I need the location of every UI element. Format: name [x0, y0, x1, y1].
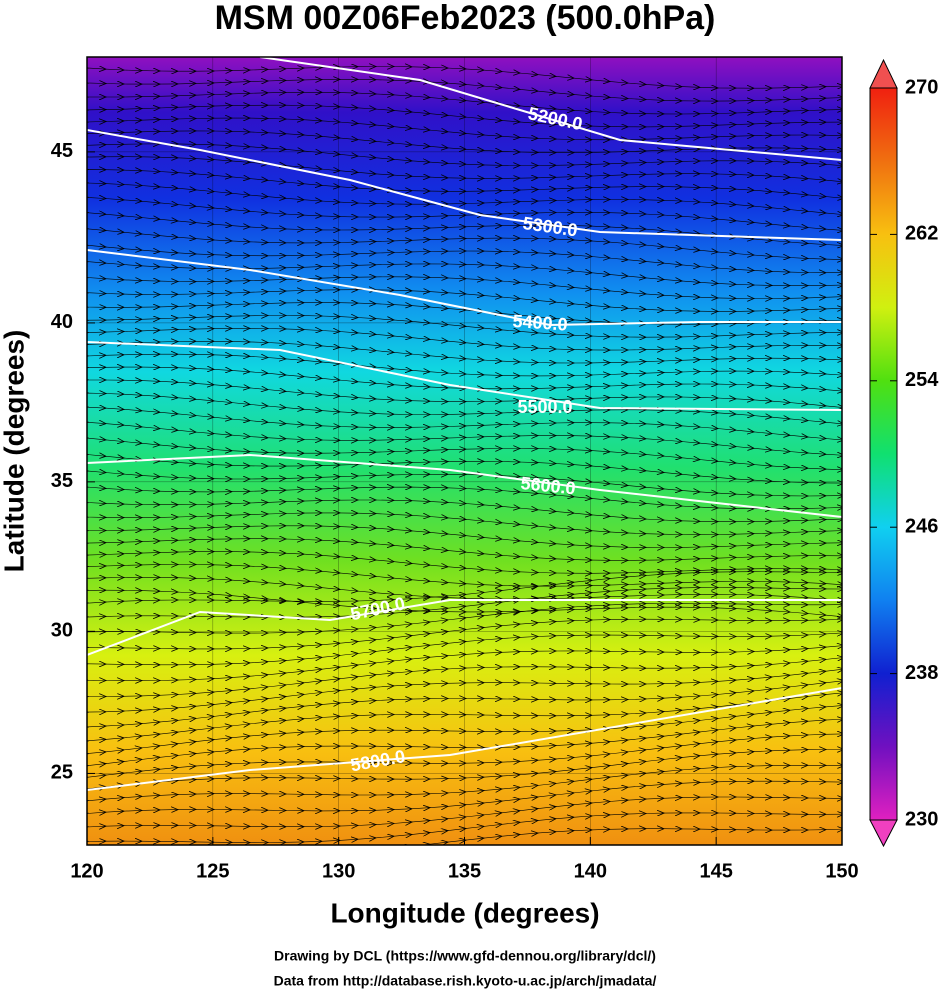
height-contours	[87, 57, 842, 791]
x-tick-label: 130	[322, 860, 355, 882]
contour-line	[87, 687, 842, 791]
chart-title: MSM 00Z06Feb2023 (500.0hPa)	[215, 0, 716, 37]
credit-line: Drawing by DCL (https://www.gfd-dennou.o…	[274, 948, 656, 964]
colorbar-min-extend	[869, 819, 898, 848]
colorbar-tick-label: 246	[905, 515, 938, 537]
y-tick-label: 35	[51, 470, 73, 492]
x-tick-label: 150	[825, 860, 858, 882]
contour-line	[87, 599, 842, 656]
y-tick-label: 25	[51, 762, 73, 784]
x-tick-label: 140	[574, 860, 607, 882]
colorbar-tick-label: 270	[905, 76, 938, 98]
y-tick-label: 30	[51, 620, 73, 642]
colorbar-max-extend	[869, 58, 898, 89]
x-tick-label: 135	[448, 860, 481, 882]
contour-line	[87, 341, 842, 411]
contour-label: 5500.0	[517, 397, 572, 417]
contour-line	[259, 57, 842, 161]
colorbar-tick-label: 238	[905, 662, 938, 684]
colorbar-tick-label: 230	[905, 808, 938, 830]
contour-label: 5400.0	[512, 311, 568, 335]
contour-line	[87, 129, 842, 241]
colorbar-tick-label: 262	[905, 223, 938, 245]
credit-line: Data from http://database.rish.kyoto-u.a…	[274, 973, 657, 989]
x-tick-label: 145	[699, 860, 732, 882]
contour-line	[87, 249, 842, 327]
contour-line	[87, 453, 842, 518]
y-axis-label: Latitude (degrees)	[0, 330, 29, 573]
x-tick-label: 125	[196, 860, 229, 882]
colorbar-tick-label: 254	[905, 369, 939, 391]
x-tick-label: 120	[70, 860, 103, 882]
x-axis-label: Longitude (degrees)	[330, 897, 599, 928]
y-tick-label: 40	[51, 311, 73, 333]
y-tick-label: 45	[51, 140, 73, 162]
colorbar	[869, 87, 898, 821]
